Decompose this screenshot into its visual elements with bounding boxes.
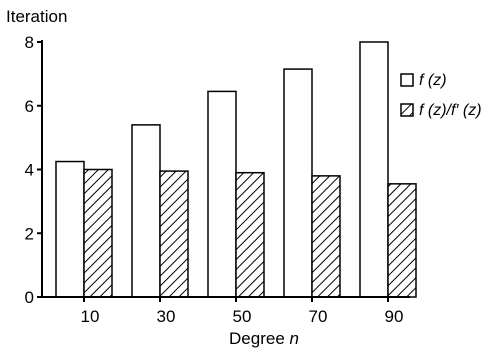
- bar-fz-over-fpz-90: [387, 183, 417, 298]
- bar-fz-10: [55, 160, 85, 298]
- bar-fz-over-fpz-70: [311, 175, 341, 298]
- bar-fz-90: [359, 41, 389, 298]
- y-tick-label-4: 4: [25, 161, 34, 180]
- x-axis: 10 30 50 70 90: [42, 296, 410, 326]
- y-tick-label-6: 6: [25, 97, 34, 116]
- y-axis-label: Iteration: [6, 7, 67, 26]
- bars-group: [55, 41, 417, 298]
- bar-fz-over-fpz-10: [83, 168, 113, 298]
- x-tick-label-10: 10: [81, 307, 100, 326]
- bar-fz-over-fpz-30: [159, 170, 189, 298]
- x-tick-label-30: 30: [157, 307, 176, 326]
- bar-fz-50: [207, 90, 237, 298]
- legend-label-0: f (z): [419, 72, 447, 89]
- bar-fz-30: [131, 124, 161, 298]
- x-tick-label-90: 90: [385, 307, 404, 326]
- legend-label-1: f (z)/f′ (z): [419, 102, 482, 119]
- y-tick-label-8: 8: [25, 33, 34, 52]
- legend: f (z) f (z)/f′ (z): [400, 72, 482, 119]
- y-tick-label-0: 0: [25, 288, 34, 307]
- y-tick-label-2: 2: [25, 224, 34, 243]
- bar-fz-over-fpz-50: [235, 171, 265, 298]
- x-tick-label-70: 70: [309, 307, 328, 326]
- y-axis: 0 2 4 6 8: [25, 33, 43, 307]
- legend-swatch-0: [400, 73, 414, 87]
- x-tick-label-50: 50: [233, 307, 252, 326]
- x-axis-label: Degree n: [229, 329, 299, 348]
- legend-swatch-1: [400, 103, 414, 117]
- bar-fz-70: [283, 68, 313, 298]
